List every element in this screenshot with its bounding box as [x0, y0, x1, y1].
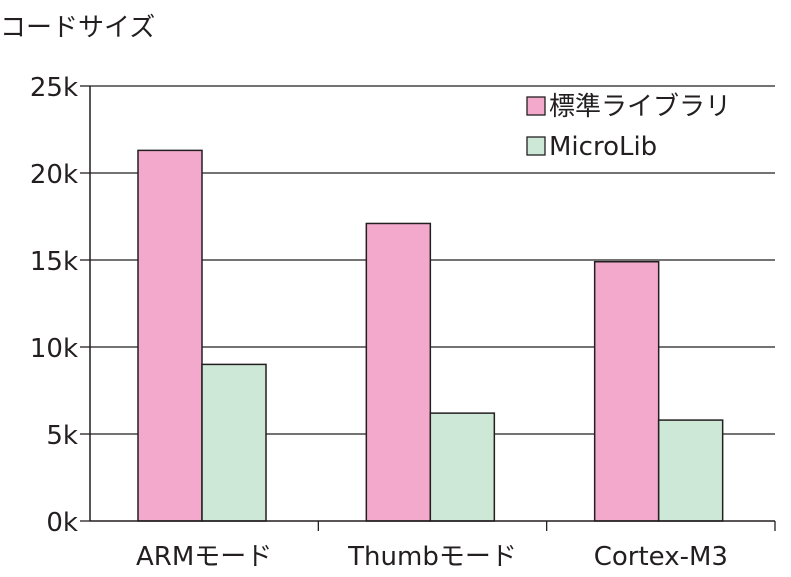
legend-label: MicroLib	[549, 132, 657, 162]
y-tick-label: 25k	[30, 73, 78, 103]
y-axis-label: コードサイズ	[0, 13, 155, 43]
y-tick-label: 0k	[46, 508, 78, 538]
bar	[137, 149, 203, 522]
y-tick-label: 15k	[30, 247, 78, 277]
x-tick-label: ARMモード	[136, 542, 272, 572]
legend-label: 標準ライブラリ	[549, 92, 731, 122]
bar	[429, 412, 496, 522]
legend-swatch	[526, 96, 546, 116]
y-tick-label: 10k	[30, 334, 78, 364]
bar	[365, 222, 432, 522]
x-tick-label: Thumbモード	[347, 542, 517, 572]
legend: 標準ライブラリ MicroLib	[526, 92, 731, 162]
x-tick-label: Cortex-M3	[594, 542, 728, 572]
bar	[657, 419, 724, 522]
y-tick-label: 5k	[46, 421, 78, 451]
bar	[593, 260, 660, 522]
y-tick-label: 20k	[30, 160, 78, 190]
legend-swatch	[526, 136, 546, 156]
bar	[201, 363, 267, 522]
